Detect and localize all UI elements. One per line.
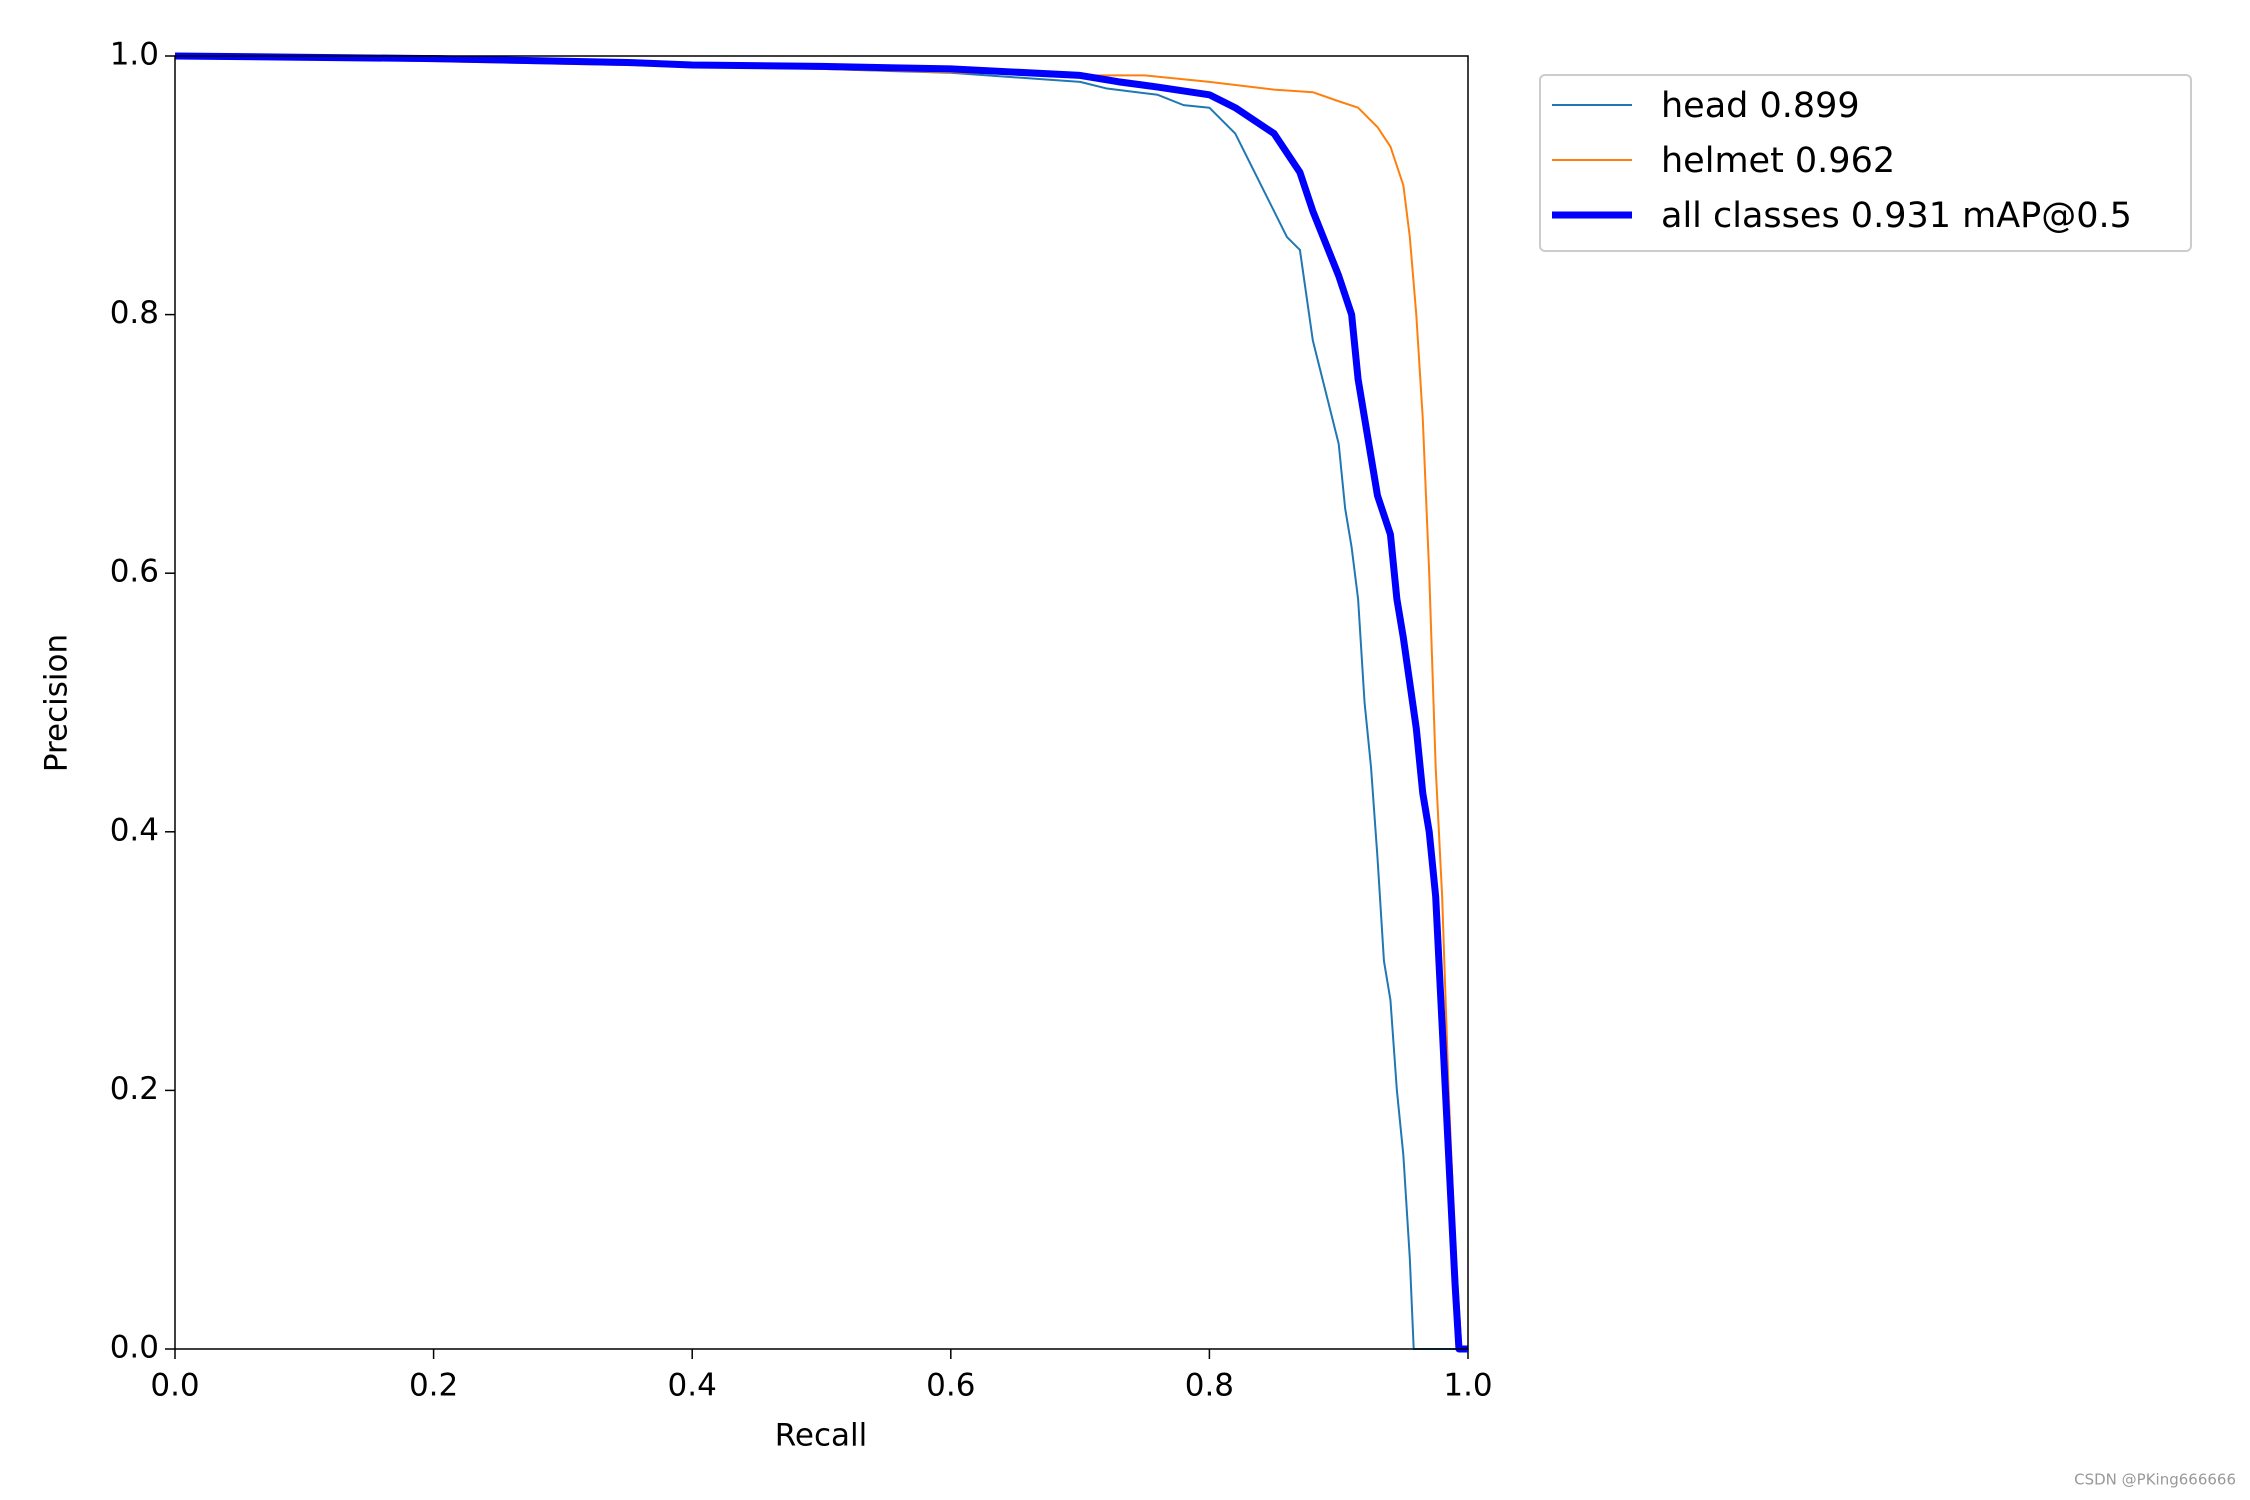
y-tick-label: 0.0: [110, 1330, 159, 1366]
series-line: [174, 52, 1468, 1353]
series-line: [175, 55, 1468, 1350]
y-tick-label: 0.8: [110, 295, 159, 331]
legend-label: all classes 0.931 mAP@0.5: [1661, 196, 2132, 236]
x-tick-label: 0.6: [926, 1368, 975, 1404]
series-line: [174, 55, 1463, 1350]
legend-label: head 0.899: [1661, 86, 1860, 126]
legend-label: helmet 0.962: [1661, 141, 1895, 181]
y-axis-label: Precision: [39, 634, 75, 772]
x-tick-label: 0.0: [150, 1368, 199, 1404]
x-tick-label: 0.2: [409, 1368, 458, 1404]
x-tick-label: 1.0: [1443, 1368, 1492, 1404]
x-tick-label: 0.4: [668, 1368, 717, 1404]
legend-box: [1539, 74, 2192, 252]
y-tick-label: 0.2: [110, 1071, 159, 1107]
x-tick-label: 0.8: [1185, 1368, 1234, 1404]
y-tick-label: 0.6: [110, 554, 159, 590]
watermark: CSDN @PKing666666: [2074, 1471, 2236, 1489]
x-axis-label: Recall: [775, 1418, 868, 1454]
y-tick-label: 0.4: [110, 812, 159, 848]
plot-frame: [174, 55, 1469, 1350]
y-tick-label: 1.0: [110, 37, 159, 73]
